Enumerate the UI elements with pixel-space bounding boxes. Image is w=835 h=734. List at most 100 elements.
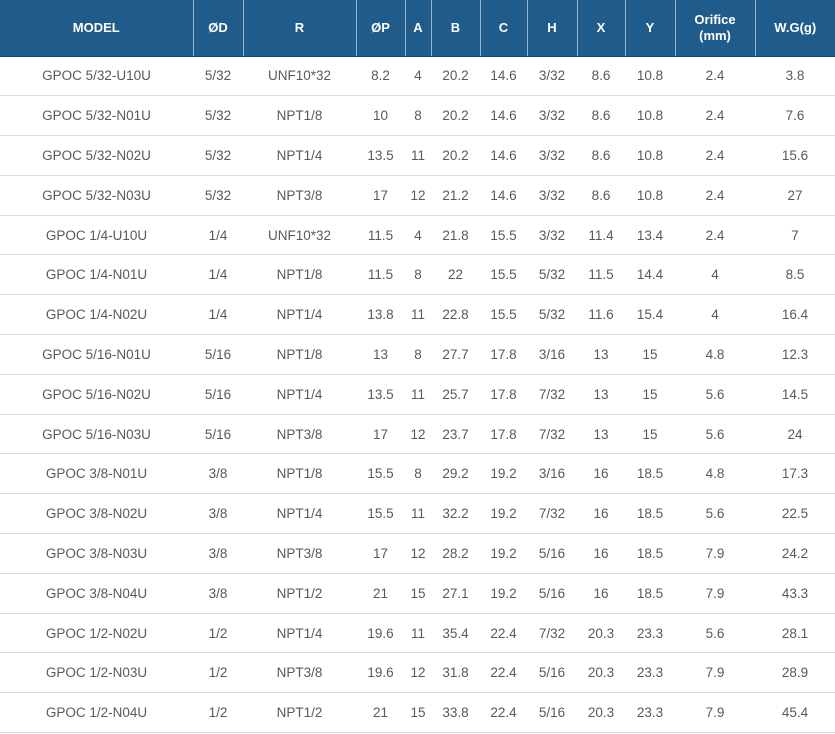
cell-model: GPOC 5/16-N03U xyxy=(0,414,193,455)
table-row: GPOC 3/8-N04U 3/8 NPT1/2 21 15 27.1 19.2 5/16 16… xyxy=(0,573,835,614)
cell-c: 17.8 xyxy=(480,374,527,415)
cell-orifice: 5.6 xyxy=(675,493,755,535)
cell-x: 8.6 xyxy=(577,56,625,97)
table-row: GPOC 1/4-U10U 1/4 UNF10*32 11.5 4 21.8 15.5 3/3… xyxy=(0,215,835,256)
cell-y: 14.4 xyxy=(625,254,675,296)
cell-a: 11 xyxy=(405,135,431,176)
cell-orifice: 4.8 xyxy=(675,334,755,375)
cell-od: 5/16 xyxy=(193,414,243,455)
cell-wg: 8.5 xyxy=(755,254,835,296)
cell-b: 23.7 xyxy=(431,414,480,455)
cell-r: NPT3/8 xyxy=(243,414,356,455)
cell-orifice: 2.4 xyxy=(675,95,755,137)
header-row: MODEL ØD R ØP A B C H X Y Orifice (mm) W.G(g) xyxy=(0,0,835,57)
cell-h: 3/32 xyxy=(527,175,577,216)
cell-x: 16 xyxy=(577,453,625,495)
cell-r: NPT1/4 xyxy=(243,294,356,336)
cell-b: 35.4 xyxy=(431,613,480,654)
cell-model: GPOC 3/8-N02U xyxy=(0,493,193,535)
cell-h: 5/16 xyxy=(527,573,577,614)
column-header-wg: W.G(g) xyxy=(755,0,835,57)
cell-h: 5/32 xyxy=(527,254,577,296)
cell-orifice: 7.9 xyxy=(675,652,755,694)
cell-orifice: 2.4 xyxy=(675,56,755,97)
cell-b: 21.8 xyxy=(431,215,480,256)
cell-x: 8.6 xyxy=(577,95,625,137)
table-row: GPOC 1/2-N04U 1/2 NPT1/2 21 15 33.8 22.4 5/16 20… xyxy=(0,692,835,734)
cell-b: 31.8 xyxy=(431,652,480,694)
cell-orifice: 5.6 xyxy=(675,613,755,654)
cell-od: 1/2 xyxy=(193,692,243,734)
cell-model: GPOC 1/2-N04U xyxy=(0,692,193,734)
cell-a: 8 xyxy=(405,95,431,137)
cell-h: 3/16 xyxy=(527,334,577,375)
cell-r: NPT1/8 xyxy=(243,334,356,375)
cell-wg: 24 xyxy=(755,414,835,455)
cell-r: NPT3/8 xyxy=(243,533,356,574)
cell-op: 13.5 xyxy=(356,135,405,176)
cell-a: 15 xyxy=(405,692,431,734)
cell-wg: 15.6 xyxy=(755,135,835,176)
cell-h: 5/32 xyxy=(527,294,577,336)
spec-table-body: GPOC 5/32-U10U 5/32 UNF10*32 8.2 4 20.2 14.6 3/… xyxy=(0,56,835,734)
cell-od: 3/8 xyxy=(193,493,243,535)
cell-h: 5/16 xyxy=(527,652,577,694)
column-header-r: R xyxy=(243,0,357,57)
spec-table-head: MODEL ØD R ØP A B C H X Y Orifice (mm) W.G(g) xyxy=(0,0,835,57)
cell-a: 11 xyxy=(405,493,431,535)
cell-od: 5/32 xyxy=(193,175,243,216)
cell-op: 17 xyxy=(356,175,405,216)
cell-a: 8 xyxy=(405,334,431,375)
cell-op: 17 xyxy=(356,533,405,574)
cell-model: GPOC 1/2-N02U xyxy=(0,613,193,654)
cell-orifice: 5.6 xyxy=(675,374,755,415)
cell-h: 3/32 xyxy=(527,56,577,97)
cell-wg: 7.6 xyxy=(755,95,835,137)
cell-model: GPOC 1/4-U10U xyxy=(0,215,193,256)
cell-b: 27.1 xyxy=(431,573,480,614)
cell-h: 5/16 xyxy=(527,692,577,734)
cell-h: 5/16 xyxy=(527,533,577,574)
cell-c: 19.2 xyxy=(480,453,527,495)
cell-r: NPT1/2 xyxy=(243,692,356,734)
cell-b: 22.8 xyxy=(431,294,480,336)
cell-a: 11 xyxy=(405,613,431,654)
cell-c: 14.6 xyxy=(480,135,527,176)
cell-op: 15.5 xyxy=(356,453,405,495)
cell-op: 21 xyxy=(356,692,405,734)
cell-h: 7/32 xyxy=(527,613,577,654)
cell-od: 3/8 xyxy=(193,533,243,574)
cell-od: 5/32 xyxy=(193,56,243,97)
cell-c: 17.8 xyxy=(480,414,527,455)
cell-model: GPOC 3/8-N01U xyxy=(0,453,193,495)
cell-model: GPOC 5/16-N02U xyxy=(0,374,193,415)
cell-model: GPOC 5/32-U10U xyxy=(0,56,193,97)
cell-x: 16 xyxy=(577,573,625,614)
cell-b: 33.8 xyxy=(431,692,480,734)
cell-b: 29.2 xyxy=(431,453,480,495)
cell-b: 20.2 xyxy=(431,56,480,97)
cell-y: 18.5 xyxy=(625,453,675,495)
cell-x: 13 xyxy=(577,374,625,415)
table-row: GPOC 5/32-N01U 5/32 NPT1/8 10 8 20.2 14.6 3/32 8… xyxy=(0,95,835,137)
cell-op: 10 xyxy=(356,95,405,137)
cell-x: 8.6 xyxy=(577,175,625,216)
cell-od: 1/2 xyxy=(193,652,243,694)
cell-wg: 45.4 xyxy=(755,692,835,734)
cell-op: 8.2 xyxy=(356,56,405,97)
cell-wg: 7 xyxy=(755,215,835,256)
column-header-c: C xyxy=(480,0,528,57)
table-row: GPOC 3/8-N02U 3/8 NPT1/4 15.5 11 32.2 19.2 7/32… xyxy=(0,493,835,535)
cell-a: 12 xyxy=(405,652,431,694)
cell-od: 5/32 xyxy=(193,135,243,176)
cell-x: 11.6 xyxy=(577,294,625,336)
cell-od: 3/8 xyxy=(193,453,243,495)
cell-b: 20.2 xyxy=(431,135,480,176)
cell-wg: 43.3 xyxy=(755,573,835,614)
cell-y: 15 xyxy=(625,334,675,375)
cell-y: 10.8 xyxy=(625,95,675,137)
column-header-y: Y xyxy=(625,0,676,57)
cell-x: 20.3 xyxy=(577,692,625,734)
cell-c: 19.2 xyxy=(480,493,527,535)
column-header-a: A xyxy=(405,0,432,57)
